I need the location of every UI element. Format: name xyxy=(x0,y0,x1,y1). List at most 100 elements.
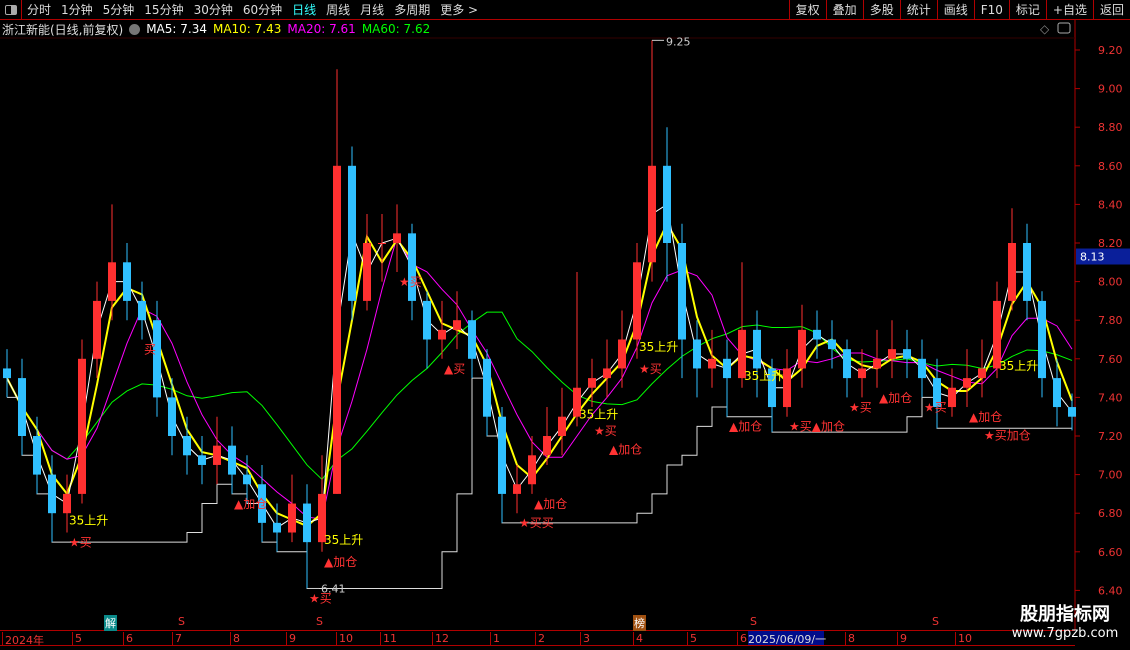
max-price-label: 9.25 xyxy=(666,35,691,48)
crosshair-date: 2025/06/09/一 xyxy=(748,631,827,646)
signal-label: 35上升 xyxy=(579,407,618,421)
toolbar-button[interactable]: +自选 xyxy=(1045,0,1093,20)
toolbar-button[interactable]: 统计 xyxy=(899,0,937,20)
dropdown-icon[interactable] xyxy=(129,23,141,35)
candle-body xyxy=(468,320,476,359)
signal-label: 35上升 xyxy=(999,359,1038,373)
candle-body xyxy=(513,484,521,494)
toolbar-button[interactable]: 叠加 xyxy=(825,0,863,20)
candle-body xyxy=(1068,407,1076,417)
candle-body xyxy=(453,320,461,330)
event-marker[interactable]: S xyxy=(932,615,939,628)
y-tick-label: 6.40 xyxy=(1098,584,1123,597)
candle-body xyxy=(858,368,866,379)
candle-body xyxy=(993,300,1001,369)
price-chart[interactable]: 9.20 9.00 8.80 8.60 8.40 8.20 8.00 7.80 7.60 7.40… xyxy=(0,20,1130,630)
candle-body xyxy=(648,165,656,263)
candle-body xyxy=(348,165,356,301)
x-tick-label: 10 xyxy=(336,632,353,646)
tab-period[interactable]: 多周期 xyxy=(394,3,431,17)
x-tick-label: 2 xyxy=(535,632,545,646)
tab-period[interactable]: 分时 xyxy=(27,3,52,17)
tab-period[interactable]: 15分钟 xyxy=(144,3,184,17)
tab-period[interactable]: 周线 xyxy=(326,3,351,17)
x-tick-label: 8 xyxy=(845,632,855,646)
toolbar-button[interactable]: 标记 xyxy=(1008,0,1046,20)
y-tick-label: 6.60 xyxy=(1098,546,1123,559)
toolbar-button[interactable]: 多股 xyxy=(862,0,900,20)
layout-toggle-icon[interactable] xyxy=(0,0,22,20)
y-tick-label: 7.00 xyxy=(1098,469,1123,482)
event-marker[interactable]: S xyxy=(178,615,185,628)
tab-period[interactable]: 30分钟 xyxy=(193,3,233,17)
x-tick-label: 9 xyxy=(897,632,907,646)
x-tick-label: 12 xyxy=(432,632,449,646)
candle-body xyxy=(918,358,926,379)
candle-body xyxy=(948,387,956,408)
toolbar-button[interactable]: 复权 xyxy=(788,0,826,20)
candle-body xyxy=(618,339,626,369)
current-price-value: 8.13 xyxy=(1080,251,1105,264)
candle-body xyxy=(273,522,281,533)
candle-body xyxy=(18,378,26,436)
x-tick-label: 10 xyxy=(955,632,972,646)
candle-body xyxy=(663,165,671,243)
candle-body xyxy=(3,368,11,379)
ma60-value: MA60: 7.62 xyxy=(361,22,431,36)
x-tick-label: 4 xyxy=(633,632,643,646)
candle-body xyxy=(738,329,746,379)
y-tick-label: 8.60 xyxy=(1098,160,1123,173)
signal-label: ★买加仓 xyxy=(984,428,1031,442)
toolbar-buttons: 复权 叠加 多股 统计 画线 F10 标记 +自选 返回 xyxy=(788,0,1130,20)
toolbar-button[interactable]: 画线 xyxy=(936,0,974,20)
toolbar-button[interactable]: 返回 xyxy=(1092,0,1130,20)
tab-period[interactable]: 月线 xyxy=(360,3,385,17)
min-price-label: 6.41 xyxy=(321,582,346,595)
candle-body xyxy=(198,455,206,465)
y-tick-label: 8.20 xyxy=(1098,237,1123,250)
candle-body xyxy=(243,474,251,485)
candle-body xyxy=(393,233,401,243)
x-tick-label: 5 xyxy=(72,632,82,646)
candle-body xyxy=(528,455,536,485)
signal-label: ★买 xyxy=(849,400,872,414)
tab-period[interactable]: 更多 > xyxy=(440,3,479,17)
ma5-value: MA5: 7.34 xyxy=(146,22,207,36)
candle-body xyxy=(678,243,686,340)
event-marker[interactable]: 解 xyxy=(104,615,117,631)
signal-label: ▲加仓 xyxy=(234,497,267,511)
candle-body xyxy=(1008,243,1016,301)
candle-body xyxy=(333,165,341,494)
candle-body xyxy=(543,436,551,456)
tab-period[interactable]: 5分钟 xyxy=(102,3,135,17)
candle-body xyxy=(933,378,941,408)
candle-body xyxy=(783,368,791,408)
event-marker[interactable]: 榜 xyxy=(633,615,646,631)
signal-label: ★买▲加仓 xyxy=(789,420,845,434)
tab-period[interactable]: 60分钟 xyxy=(242,3,283,17)
toolbar-button[interactable]: F10 xyxy=(973,0,1009,20)
signal-label: ▲买 xyxy=(444,362,465,376)
y-tick-label: 7.20 xyxy=(1098,430,1123,443)
x-tick-label: 2024年 xyxy=(2,632,44,647)
candle-body xyxy=(378,243,386,244)
signal-label: ★买 xyxy=(399,275,422,289)
y-tick-label: 7.40 xyxy=(1098,391,1123,404)
panel-toggle-icon xyxy=(1057,22,1071,34)
candle-body xyxy=(108,262,116,301)
date-axis: 2024年 5 6 7 8 9 10 11 12 1 2 3 4 5 6 8 9 10 xyxy=(0,630,1075,647)
event-marker[interactable]: S xyxy=(316,615,323,628)
candle-body xyxy=(63,493,71,514)
candle-body xyxy=(183,436,191,456)
signal-label: ★买 xyxy=(924,400,947,414)
event-marker[interactable]: S xyxy=(750,615,757,628)
candle-body xyxy=(693,339,701,369)
candle-body xyxy=(48,474,56,514)
candle-body xyxy=(423,300,431,340)
candle-body xyxy=(168,397,176,436)
y-tick-label: 8.80 xyxy=(1098,121,1123,134)
tab-period[interactable]: 日线 xyxy=(292,3,317,17)
candle-body xyxy=(483,358,491,417)
tab-period[interactable]: 1分钟 xyxy=(61,3,93,17)
signal-label: ★买买 xyxy=(519,516,554,530)
